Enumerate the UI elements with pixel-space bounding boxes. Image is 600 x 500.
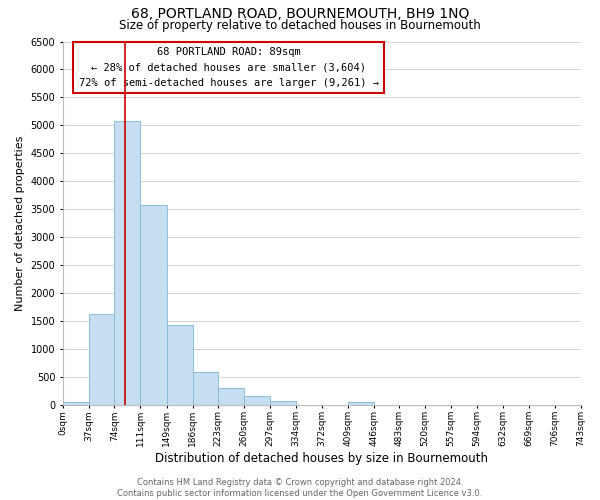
X-axis label: Distribution of detached houses by size in Bournemouth: Distribution of detached houses by size … <box>155 452 488 465</box>
Bar <box>193 372 218 404</box>
Bar <box>115 121 140 405</box>
Bar <box>140 204 167 404</box>
Bar <box>63 402 89 404</box>
Text: 68, PORTLAND ROAD, BOURNEMOUTH, BH9 1NQ: 68, PORTLAND ROAD, BOURNEMOUTH, BH9 1NQ <box>131 8 469 22</box>
Bar <box>89 314 115 404</box>
Bar <box>167 325 193 404</box>
Text: Size of property relative to detached houses in Bournemouth: Size of property relative to detached ho… <box>119 18 481 32</box>
Bar <box>218 388 244 404</box>
Bar <box>270 401 296 404</box>
Bar <box>348 402 374 404</box>
Y-axis label: Number of detached properties: Number of detached properties <box>15 136 25 310</box>
Text: Contains HM Land Registry data © Crown copyright and database right 2024.
Contai: Contains HM Land Registry data © Crown c… <box>118 478 482 498</box>
Text: 68 PORTLAND ROAD: 89sqm
← 28% of detached houses are smaller (3,604)
72% of semi: 68 PORTLAND ROAD: 89sqm ← 28% of detache… <box>79 47 379 88</box>
Bar <box>244 396 270 404</box>
